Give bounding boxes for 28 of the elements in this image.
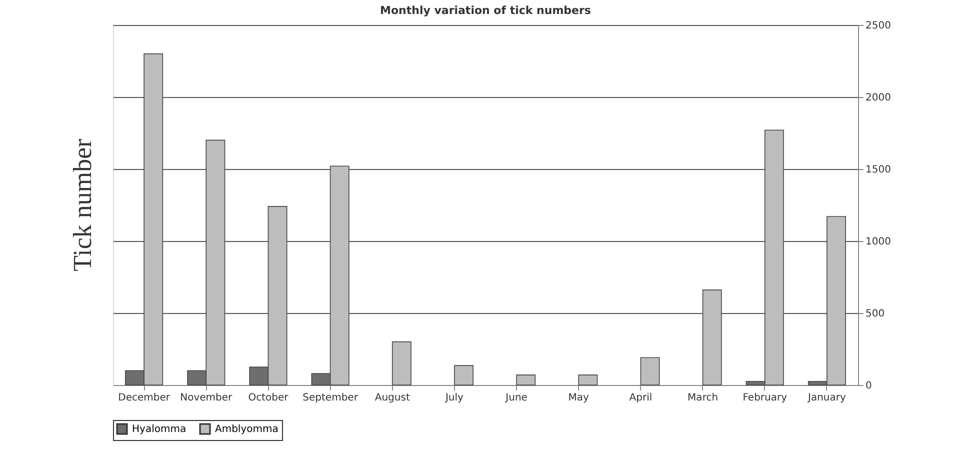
- x-tick-label: April: [629, 392, 652, 404]
- bar: [516, 374, 536, 386]
- bar: [578, 374, 598, 386]
- y-tick-label: 2000: [866, 92, 891, 104]
- x-tick-label: December: [118, 392, 171, 404]
- x-tick-label: February: [742, 392, 788, 404]
- y-tick-label: 1500: [866, 164, 891, 176]
- bar: [454, 365, 474, 386]
- y-tick-label: 0: [866, 380, 872, 392]
- y-tick-label: 2500: [866, 20, 891, 32]
- bar: [392, 341, 412, 386]
- x-tick-label: September: [302, 392, 359, 404]
- chart-title: Monthly variation of tick numbers: [380, 4, 592, 17]
- bar: [702, 290, 722, 386]
- bar: [640, 357, 660, 386]
- x-tick-label: January: [806, 392, 846, 404]
- x-tick-label: August: [374, 392, 410, 404]
- y-axis-title: Tick number: [68, 138, 97, 272]
- x-tick-label: November: [180, 392, 234, 404]
- x-tick-label: October: [248, 392, 290, 404]
- y-tick-label: 1000: [866, 236, 891, 248]
- x-tick-label: March: [688, 392, 718, 404]
- y-tick-label: 500: [866, 308, 885, 320]
- x-tick-label: May: [568, 392, 590, 404]
- legend-label: Hyalomma: [132, 424, 186, 435]
- x-tick-label: July: [444, 392, 464, 404]
- x-tick-label: June: [504, 392, 528, 404]
- legend-label: Amblyomma: [215, 424, 278, 435]
